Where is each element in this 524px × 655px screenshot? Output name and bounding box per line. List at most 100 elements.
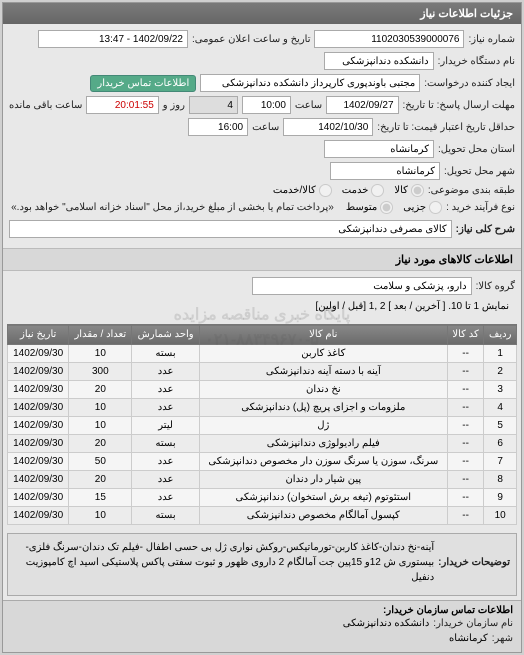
pkg-radio-group: کالا خدمت کالا/خدمت (273, 184, 424, 197)
deadline-time-field: 10:00 (242, 96, 291, 114)
table-cell: پین شیار دار دندان (199, 471, 447, 489)
org-field: دانشکده دندانپزشکی (324, 52, 434, 70)
table-cell: -- (447, 417, 484, 435)
table-row: 6--فیلم رادیولوژی دندانپزشکیبسته201402/0… (8, 435, 517, 453)
table-cell: 1402/09/30 (8, 363, 69, 381)
table-cell: آینه با دسته آینه دندانپزشکی (199, 363, 447, 381)
table-cell: 1402/09/30 (8, 507, 69, 525)
footer-city-label: شهر: (492, 633, 513, 644)
table-cell: 10 (69, 417, 132, 435)
adv-radio-group: جزیی متوسط (346, 201, 442, 214)
table-cell: -- (447, 471, 484, 489)
table-row: 5--ژللیتر101402/09/30 (8, 417, 517, 435)
table-cell: بسته (132, 435, 200, 453)
table-cell: بسته (132, 507, 200, 525)
request-no-field: 1102030539000076 (314, 30, 464, 48)
footer-org: دانشکده دندانپزشکی (343, 618, 430, 629)
table-cell: 4 (484, 399, 517, 417)
table-cell: 1402/09/30 (8, 471, 69, 489)
table-cell: فیلم رادیولوژی دندانپزشکی (199, 435, 447, 453)
contact-info-button[interactable]: اطلاعات تماس خریدار (90, 75, 196, 92)
subject-label: شرح کلی نیاز: (456, 224, 515, 235)
table-cell: 5 (484, 417, 517, 435)
subject-field: کالای مصرفی دندانپزشکی (9, 220, 452, 238)
table-cell: ژل (199, 417, 447, 435)
footer-city: کرمانشاه (449, 633, 488, 644)
pager: نمایش 1 تا 10. [ آخرین / بعد ] 2 ,1 [قبل… (9, 299, 515, 314)
items-table: ردیفکد کالانام کالاواحد شمارشتعداد / مقد… (7, 324, 517, 525)
days-label: روز و (163, 100, 185, 111)
table-cell: 10 (69, 399, 132, 417)
table-cell: 3 (484, 381, 517, 399)
city-field: کرمانشاه (324, 140, 434, 158)
table-row: 7--سرنگ، سوزن یا سرنگ سوزن دار مخصوص دند… (8, 453, 517, 471)
request-no-label: شماره نیاز: (468, 34, 515, 45)
table-cell: 15 (69, 489, 132, 507)
table-cell: عدد (132, 471, 200, 489)
table-header: نام کالا (199, 325, 447, 345)
pkg-radio-both[interactable]: کالا/خدمت (273, 184, 332, 197)
deadline-date-field: 1402/09/27 (326, 96, 398, 114)
table-cell: -- (447, 363, 484, 381)
table-cell: کپسول آمالگام مخصوص دندانپزشکی (199, 507, 447, 525)
table-row: 2--آینه با دسته آینه دندانپزشکیعدد300140… (8, 363, 517, 381)
pager-links[interactable]: [ آخرین / بعد ] 2 ,1 [قبل / اولین] (315, 301, 445, 312)
validity-label: حداقل تاریخ اعتبار قیمت: تا تاریخ: (377, 122, 515, 133)
table-cell: -- (447, 345, 484, 363)
table-cell: 1402/09/30 (8, 345, 69, 363)
table-cell: -- (447, 453, 484, 471)
table-cell: عدد (132, 363, 200, 381)
city-label: استان محل تحویل: (438, 144, 515, 155)
table-header: کد کالا (447, 325, 484, 345)
adv-note: «پرداخت تمام یا بخشی از مبلغ خرید،از محل… (11, 202, 334, 213)
table-cell: 10 (69, 507, 132, 525)
table-cell: عدد (132, 381, 200, 399)
remain-label: ساعت باقی مانده (9, 100, 82, 111)
table-cell: 20 (69, 435, 132, 453)
table-row: 1--کاغذ کاربنبسته101402/09/30 (8, 345, 517, 363)
pkg-radio-service[interactable]: خدمت (342, 184, 385, 197)
creator-label: ایجاد کننده درخواست: (424, 78, 515, 89)
validity-date-field: 1402/10/30 (283, 118, 373, 136)
table-cell: -- (447, 507, 484, 525)
table-cell: سرنگ، سوزن یا سرنگ سوزن دار مخصوص دندانپ… (199, 453, 447, 471)
pkg-label: طبقه بندی موضوعی: (428, 185, 515, 196)
table-cell: -- (447, 435, 484, 453)
time-remain-field: 20:01:55 (86, 96, 158, 114)
adv-radio-medium[interactable]: متوسط (346, 201, 393, 214)
deadline-label: مهلت ارسال پاسخ: تا تاریخ: (403, 100, 515, 111)
table-cell: -- (447, 489, 484, 507)
footer-title: اطلاعات تماس سازمان خریدار: (11, 605, 513, 616)
pkg-radio-goods[interactable]: کالا (394, 184, 424, 197)
table-cell: لیتر (132, 417, 200, 435)
table-cell: ملزومات و اجزای پریچ (پل) دندانپزشکی (199, 399, 447, 417)
table-cell: کاغذ کاربن (199, 345, 447, 363)
table-cell: 1402/09/30 (8, 435, 69, 453)
panel-title: جزئیات اطلاعات نیاز (3, 3, 521, 24)
table-row: 10--کپسول آمالگام مخصوص دندانپزشکیبسته10… (8, 507, 517, 525)
table-cell: 50 (69, 453, 132, 471)
table-row: 9--استئوتوم (تیغه برش استخوان) دندانپزشک… (8, 489, 517, 507)
days-remain-field: 4 (189, 96, 238, 114)
table-cell: 10 (484, 507, 517, 525)
table-cell: نخ دندان (199, 381, 447, 399)
table-row: 8--پین شیار دار دندانعدد201402/09/30 (8, 471, 517, 489)
items-section-title: اطلاعات کالاهای مورد نیاز (3, 248, 521, 271)
buyer-note-text: آینه-نخ دندان-کاغذ کاربن-تورماتیکس-روکش … (14, 540, 434, 585)
table-header: ردیف (484, 325, 517, 345)
validity-time-field: 16:00 (188, 118, 248, 136)
creator-field: مجتبی باوندپوری کارپرداز دانشکده دندانپز… (200, 74, 420, 92)
table-cell: -- (447, 399, 484, 417)
table-cell: 9 (484, 489, 517, 507)
table-header: تعداد / مقدار (69, 325, 132, 345)
announce-label: تاریخ و ساعت اعلان عمومی: (192, 34, 311, 45)
table-cell: 6 (484, 435, 517, 453)
table-cell: -- (447, 381, 484, 399)
adv-radio-minor[interactable]: جزیی (403, 201, 442, 214)
table-cell: 2 (484, 363, 517, 381)
buyer-note-label: توضیحات خریدار: (438, 557, 510, 568)
table-cell: عدد (132, 399, 200, 417)
table-cell: 1402/09/30 (8, 489, 69, 507)
table-row: 4--ملزومات و اجزای پریچ (پل) دندانپزشکیع… (8, 399, 517, 417)
table-row: 3--نخ دندانعدد201402/09/30 (8, 381, 517, 399)
